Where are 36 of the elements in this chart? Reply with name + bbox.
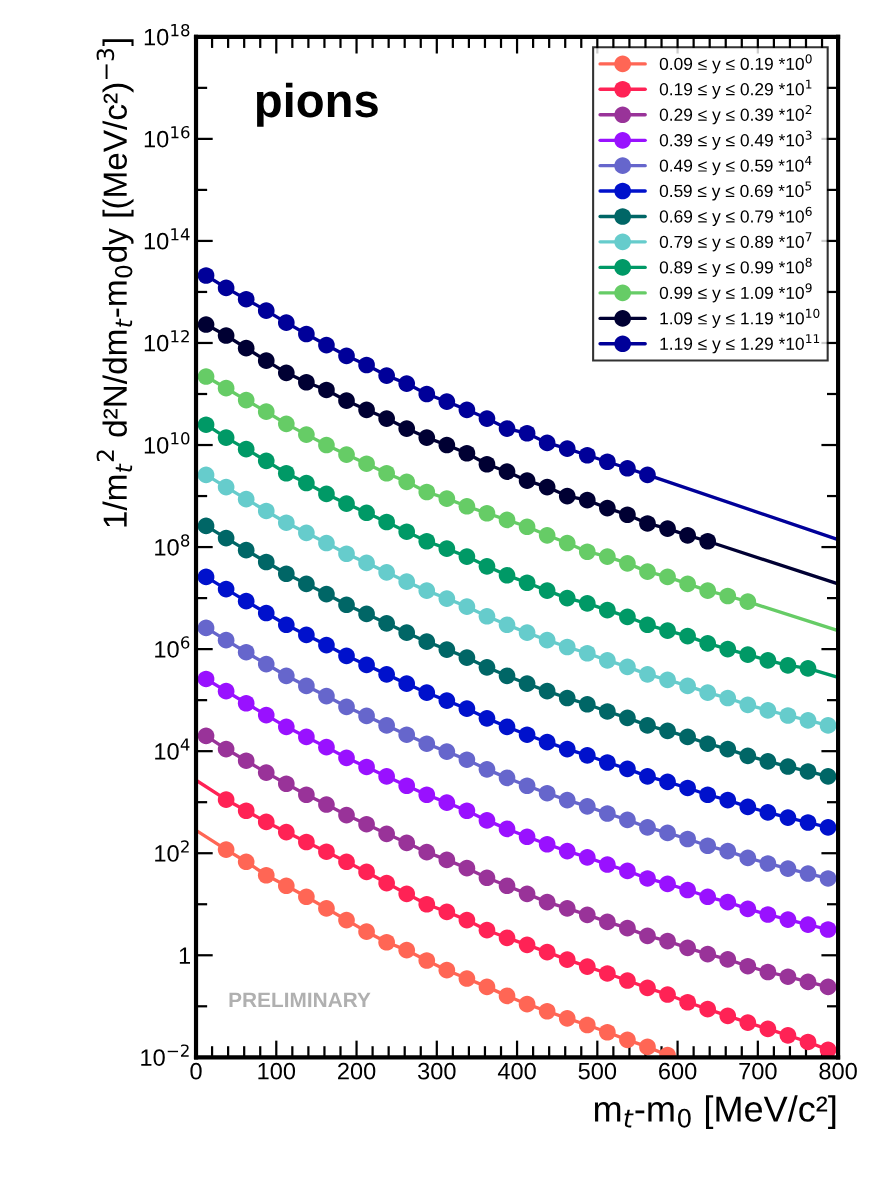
y-tick-label: 10$^{−2}$ bbox=[141, 1044, 189, 1066]
legend-label: 0.89 ≤ y ≤ 0.99 *10$^{8}$ bbox=[659, 257, 812, 277]
y-tick-label: 10$^{4}$ bbox=[155, 738, 190, 760]
x-tick-label: 200 bbox=[338, 1062, 376, 1080]
y-tick-label: 10$^{10}$ bbox=[144, 432, 190, 454]
legend-label: 1.19 ≤ y ≤ 1.29 *10$^{11}$ bbox=[660, 334, 820, 354]
y-tick-label: 10$^{6}$ bbox=[155, 636, 190, 658]
y-tick-label: 10$^{18}$ bbox=[144, 23, 190, 46]
legend-label: 0.99 ≤ y ≤ 1.09 *10$^{9}$ bbox=[659, 283, 812, 303]
x-tick-label: 700 bbox=[739, 1062, 777, 1080]
y-tick-label: 1 bbox=[179, 947, 191, 964]
x-tick-label: 400 bbox=[497, 1062, 536, 1080]
y-tick-label: 10$^{16}$ bbox=[144, 125, 190, 148]
legend-label: 0.19 ≤ y ≤ 0.29 *10$^{1}$ bbox=[659, 79, 812, 99]
x-tick-label: 800 bbox=[819, 1062, 857, 1080]
y-tick-label: 10$^{2}$ bbox=[155, 840, 189, 862]
y-tick-label: 10$^{12}$ bbox=[144, 330, 189, 352]
text: 1/m$_{t}$$^{2}$ d²N/dm$_{t}$-m$_{0}$dy [(MeV/c²)$^{−3}$] bbox=[96, 39, 134, 527]
legend-label: 0.79 ≤ y ≤ 0.89 *10$^{7}$ bbox=[659, 232, 812, 252]
legend-label: 0.09 ≤ y ≤ 0.19 *10$^{0}$ bbox=[659, 54, 812, 74]
x-tick-label: 300 bbox=[418, 1062, 456, 1080]
annotation: PRELIMINARY bbox=[229, 992, 371, 1008]
x-axis-title: m$_{t}$-m$_{0}$ [MeV/c²] bbox=[594, 1095, 836, 1129]
x-tick-label: 500 bbox=[578, 1062, 617, 1080]
annotation: pions bbox=[256, 82, 378, 127]
x-tick-label: 600 bbox=[659, 1062, 697, 1080]
legend-label: 0.49 ≤ y ≤ 0.59 *10$^{4}$ bbox=[659, 156, 812, 176]
legend-label: 0.29 ≤ y ≤ 0.39 *10$^{2}$ bbox=[659, 105, 812, 125]
legend-label: 0.39 ≤ y ≤ 0.49 *10$^{3}$ bbox=[659, 130, 812, 150]
legend-label: 0.69 ≤ y ≤ 0.79 *10$^{6}$ bbox=[659, 206, 812, 227]
legend-label: 1.09 ≤ y ≤ 1.19 *10$^{10}$ bbox=[660, 308, 820, 328]
y-tick-label: 10$^{14}$ bbox=[144, 228, 190, 250]
y-tick-label: 10$^{8}$ bbox=[155, 534, 190, 556]
x-tick-label: 100 bbox=[258, 1062, 296, 1080]
x-tick-label: 0 bbox=[190, 1062, 202, 1080]
legend-label: 0.59 ≤ y ≤ 0.69 *10$^{5}$ bbox=[659, 181, 812, 201]
